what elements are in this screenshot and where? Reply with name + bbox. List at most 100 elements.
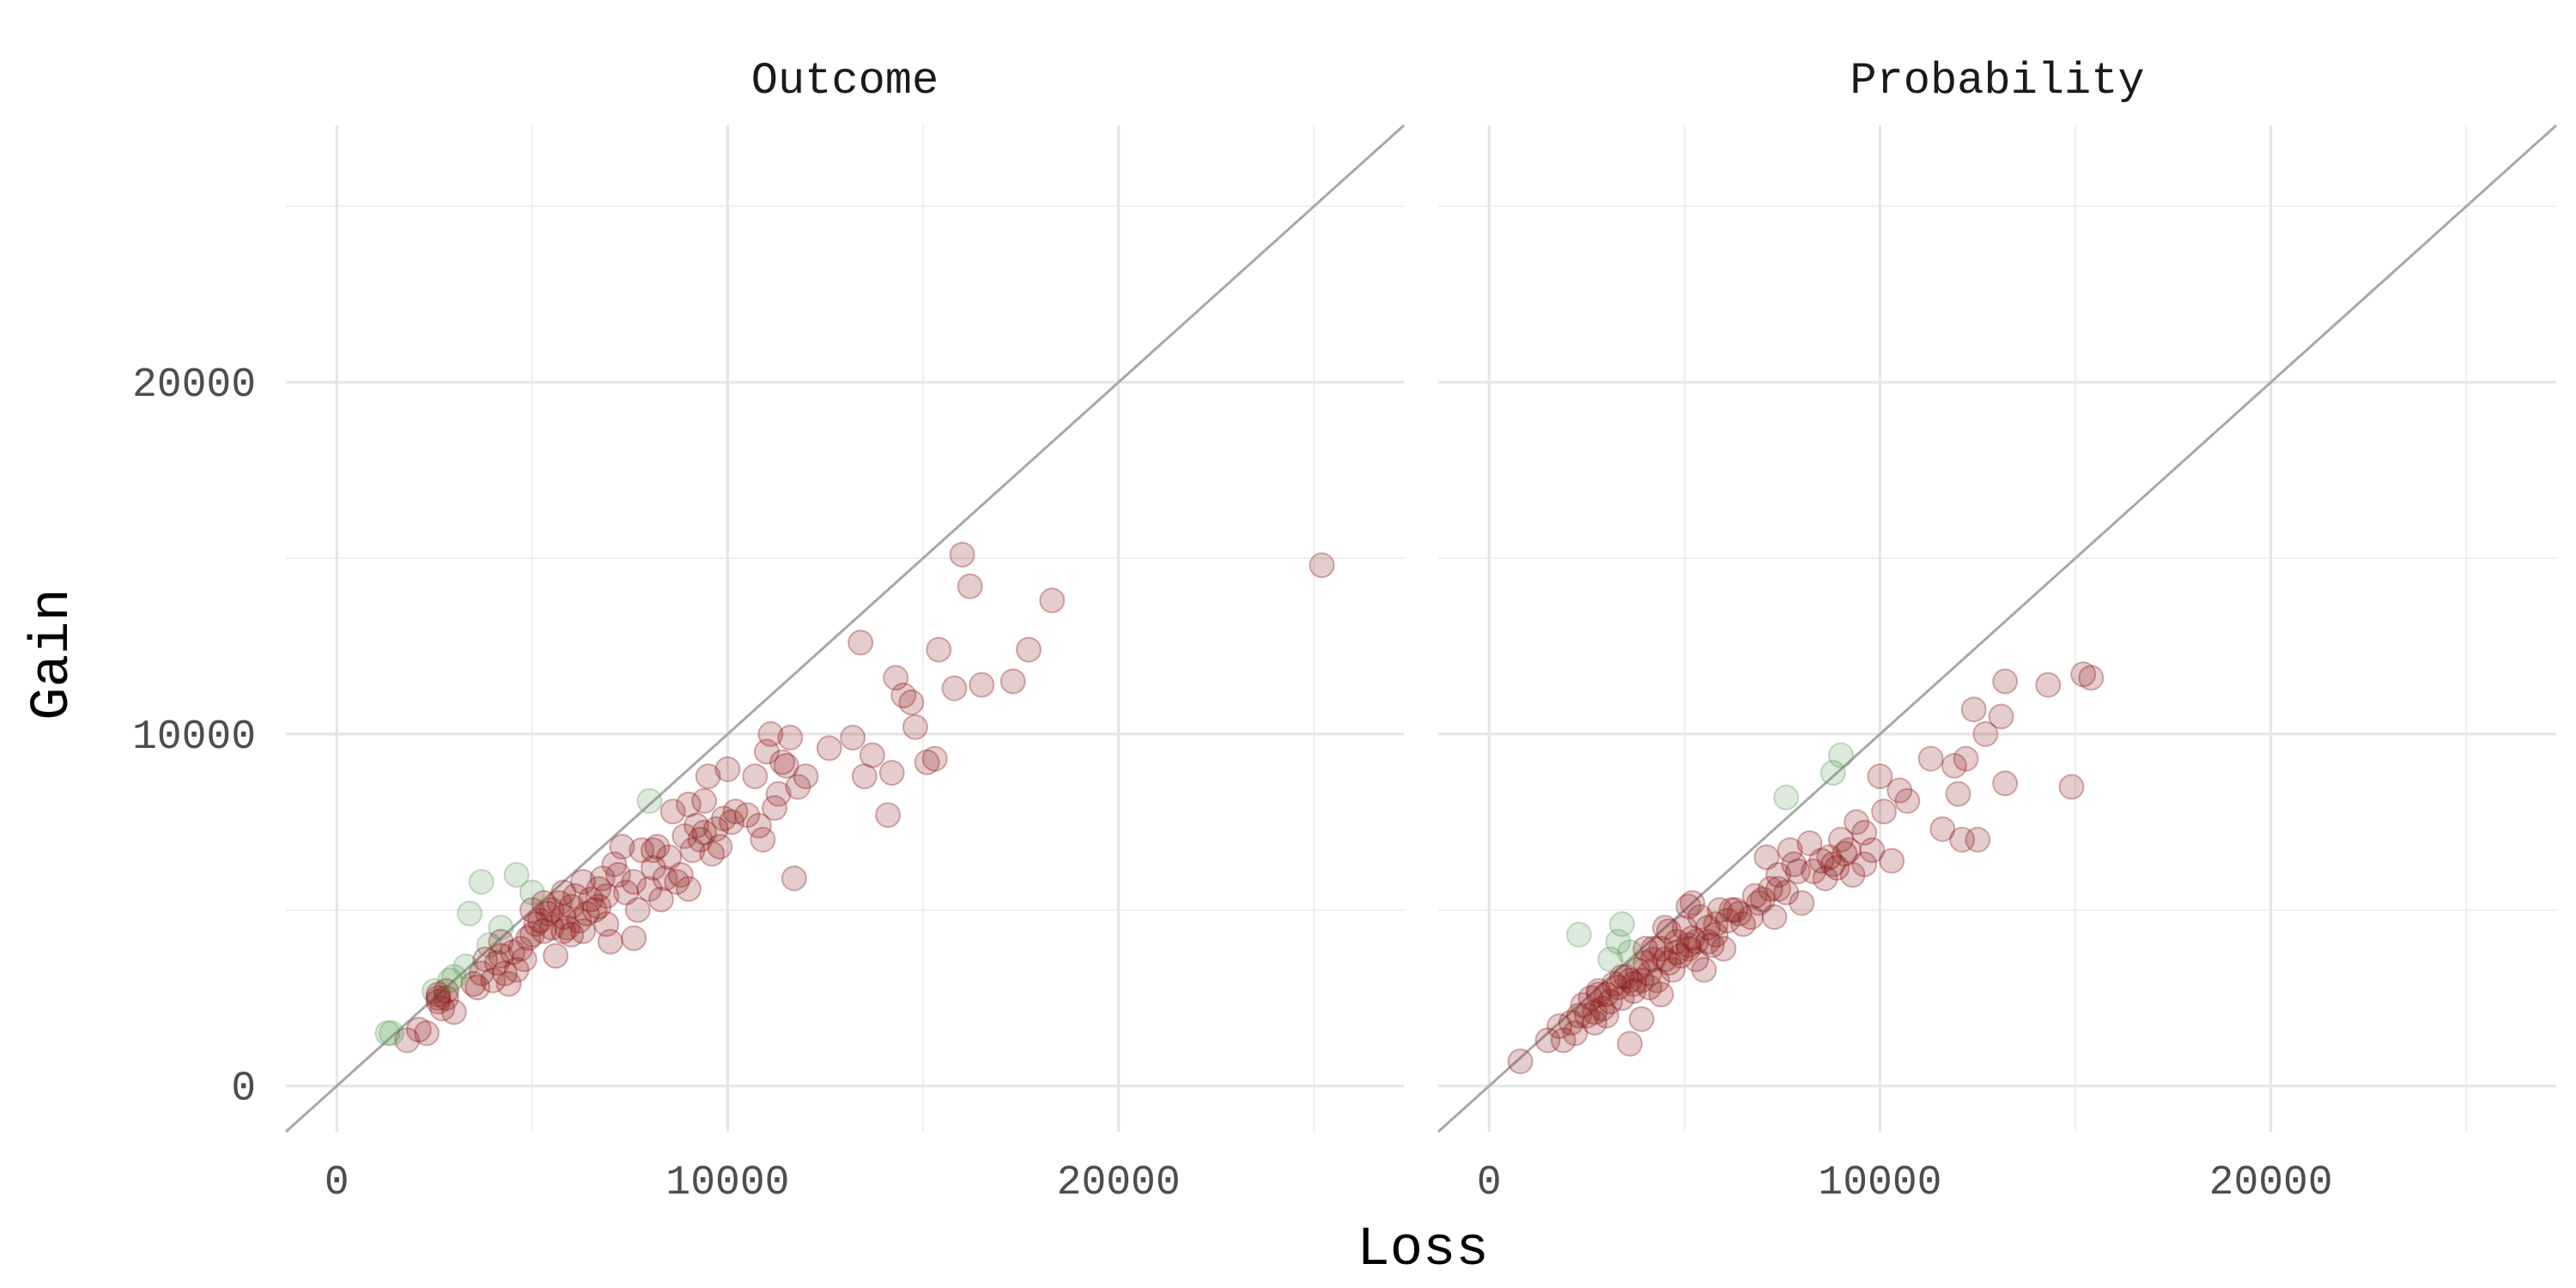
point-above-line [519,879,545,906]
point-below-line [1941,752,1967,779]
point-below-line [1953,745,1979,772]
point-above-line [1565,921,1592,948]
point-below-line [1636,960,1662,987]
point-below-line [425,988,452,1015]
point-below-line [1789,890,1815,916]
point-below-line [1929,816,1956,842]
point-below-line [609,834,635,860]
y-axis-ticks: 0 10000 20000 [132,362,256,1113]
point-below-line [1796,829,1823,856]
point-below-line [1832,841,1858,867]
point-above-line [636,787,663,814]
y-tick-label: 10000 [132,714,256,761]
point-below-line [566,908,592,934]
point-below-line [949,541,975,568]
point-below-line [1663,928,1690,955]
point-below-line [691,819,718,846]
point-below-line [605,861,631,888]
point-above-line [476,932,502,958]
grid-probability [1438,125,2556,1132]
point-below-line [569,918,596,945]
point-below-line [405,1017,432,1043]
point-below-line [1844,809,1870,835]
point-below-line [1816,844,1843,871]
point-above-line [1597,946,1624,973]
point-below-line [526,908,553,934]
point-below-line [710,805,737,832]
x-axis-ticks: 0 10000 20000 0 10000 20000 [325,1160,2333,1206]
point-below-line [394,1027,421,1054]
point-below-line [1550,1027,1577,1054]
point-below-line [1617,1030,1643,1057]
point-below-line [586,893,612,920]
point-below-line [519,896,545,923]
point-above-line [378,1020,404,1047]
point-above-line [468,869,495,896]
point-below-line [1757,876,1783,902]
point-below-line [762,794,788,821]
point-below-line [1703,921,1729,948]
x-tick-label: 10000 [1818,1160,1941,1206]
point-below-line [671,823,698,849]
point-below-line [569,869,596,896]
point-below-line [1643,967,1670,993]
point-below-line [699,841,726,867]
point-below-line [753,738,780,765]
point-below-line [535,900,562,927]
point-below-line [593,911,620,938]
point-below-line [1867,763,1893,790]
point-below-line [1656,950,1682,976]
point-below-line [1824,854,1850,881]
point-below-line [773,752,799,779]
point-below-line [859,742,885,769]
point-below-line [1777,837,1803,864]
point-below-line [1608,963,1635,990]
point-below-line [659,799,686,825]
point-below-line [1593,981,1619,1008]
point-below-line [714,756,741,782]
point-below-line [687,826,714,853]
point-below-line [1660,957,1686,983]
point-below-line [433,978,459,1005]
point-below-line [1992,770,2019,797]
point-below-line [1949,826,1976,853]
point-below-line [1738,904,1765,931]
point-above-line [1605,928,1631,955]
point-below-line [683,812,710,839]
point-below-line [1784,858,1811,884]
point-below-line [2058,774,2085,800]
point-below-line [750,826,776,853]
point-below-line [640,837,666,864]
point-below-line [1577,985,1604,1012]
point-below-line [425,981,452,1008]
point-below-line [781,865,807,891]
point-below-line [1632,950,1659,976]
point-below-line [1570,992,1596,1018]
points-probability [1507,661,2105,1075]
point-below-line [1894,787,1921,814]
point-below-line [1648,981,1674,1008]
point-below-line [1608,985,1635,1012]
point-below-line [941,675,968,702]
point-below-line [503,957,530,983]
point-below-line [1585,981,1612,1008]
point-below-line [531,918,557,945]
point-below-line [1605,974,1631,1000]
point-above-line [1773,784,1800,811]
point-below-line [1753,844,1780,871]
point-below-line [664,869,690,896]
point-below-line [500,939,526,966]
reference-line-outcome [284,124,1406,1133]
point-below-line [644,834,671,860]
point-below-line [1698,932,1725,958]
point-below-line [1714,908,1741,934]
point-below-line [883,665,909,691]
point-below-line [589,865,616,891]
point-below-line [578,886,605,913]
point-below-line [969,671,995,698]
point-below-line [816,735,842,762]
reference-line-probability [1437,124,2558,1133]
y-axis-title: Gain [22,588,84,720]
point-below-line [1812,865,1838,891]
point-below-line [691,787,718,814]
